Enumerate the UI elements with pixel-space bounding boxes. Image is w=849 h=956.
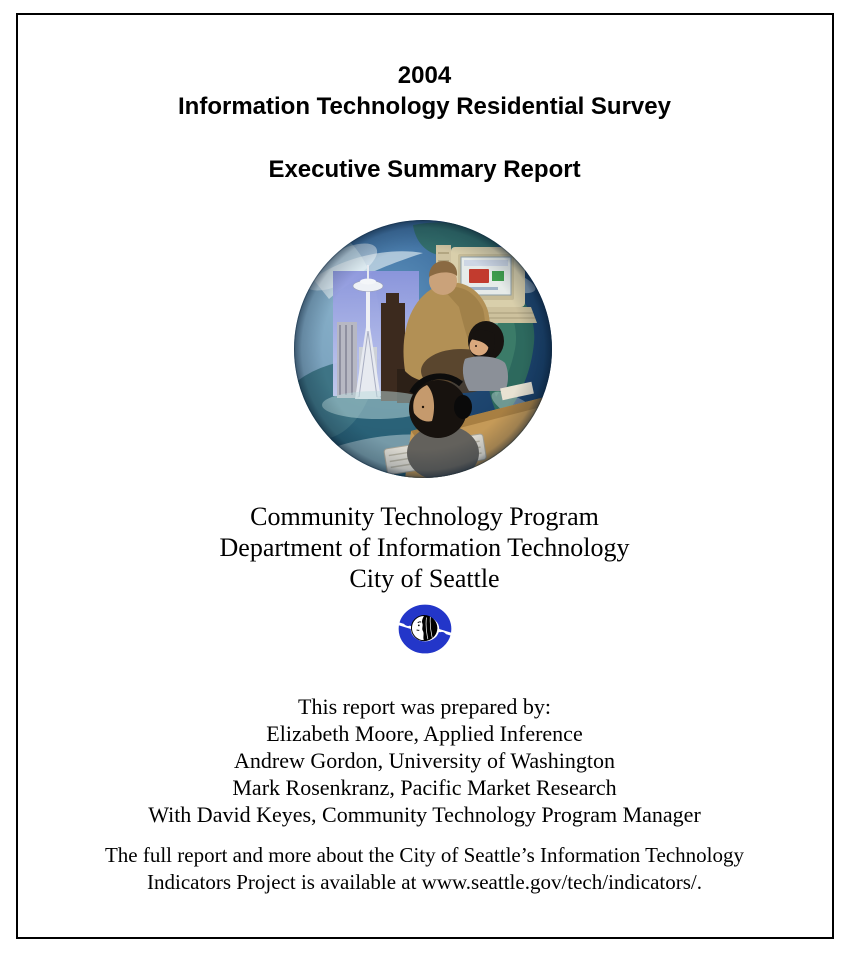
organization-block: Community Technology Program Department … xyxy=(0,501,849,594)
footer-availability-note: The full report and more about the City … xyxy=(0,842,849,896)
footer-line: Indicators Project is available at www.s… xyxy=(147,870,702,894)
globe-collage-image xyxy=(293,219,553,479)
org-line-city: City of Seattle xyxy=(349,564,500,593)
city-of-seattle-logo-icon xyxy=(396,601,454,657)
org-line-program: Community Technology Program xyxy=(250,502,599,531)
credit-line: Elizabeth Moore, Applied Inference xyxy=(266,721,583,746)
subtitle: Executive Summary Report xyxy=(268,156,581,183)
credit-line: Andrew Gordon, University of Washington xyxy=(234,748,615,773)
title-year: 2004 xyxy=(397,62,452,89)
page-border xyxy=(16,13,834,939)
org-line-department: Department of Information Technology xyxy=(219,533,630,562)
credit-line: Mark Rosenkranz, Pacific Market Research xyxy=(232,775,617,800)
title-block: 2004 Information Technology Residential … xyxy=(0,60,849,122)
footer-line: The full report and more about the City … xyxy=(104,843,745,867)
credit-line: With David Keyes, Community Technology P… xyxy=(148,802,701,827)
prepared-by-heading: This report was prepared by: xyxy=(298,694,551,719)
title-survey: Information Technology Residential Surve… xyxy=(178,93,671,120)
prepared-by-block: This report was prepared by: Elizabeth M… xyxy=(0,693,849,828)
